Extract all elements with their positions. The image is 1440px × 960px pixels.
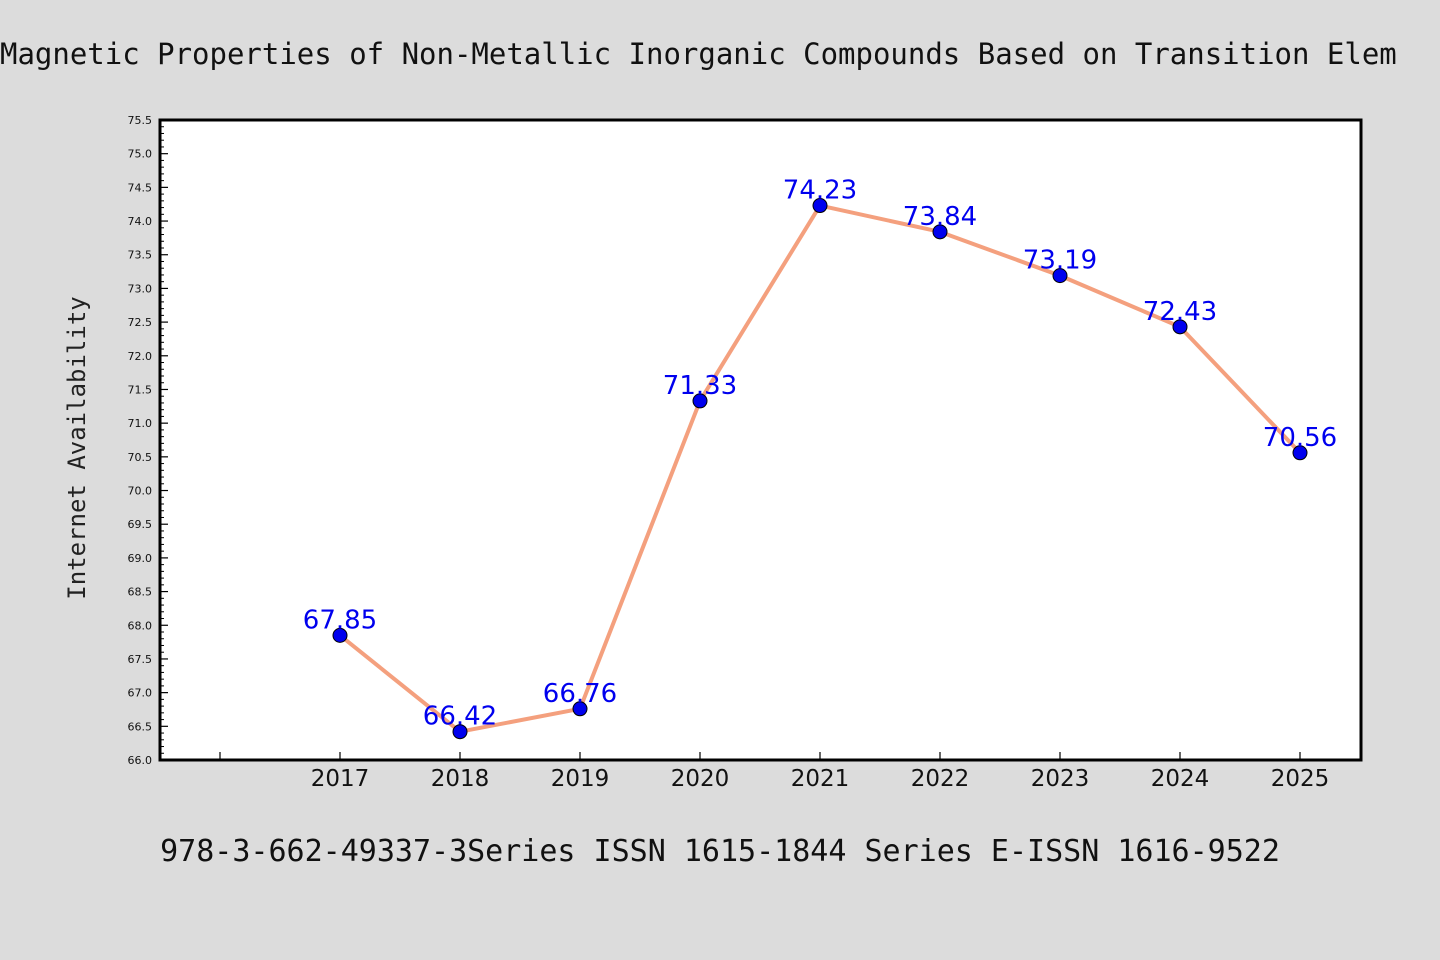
y-tick-label: 70.5 bbox=[128, 451, 153, 464]
y-tick-label: 67.5 bbox=[128, 653, 153, 666]
x-tick-label: 2025 bbox=[1271, 766, 1330, 792]
data-point bbox=[1052, 268, 1068, 284]
x-tick-label: 2023 bbox=[1031, 766, 1090, 792]
y-tick-label: 74.0 bbox=[128, 215, 153, 228]
y-tick-label: 74.5 bbox=[128, 181, 153, 194]
x-tick-label: 2022 bbox=[911, 766, 970, 792]
data-point bbox=[692, 393, 708, 409]
x-tick-label: 2017 bbox=[311, 766, 370, 792]
y-tick-label: 68.0 bbox=[128, 619, 153, 632]
data-label: 72.43 bbox=[1143, 297, 1217, 327]
y-tick-label: 68.5 bbox=[128, 586, 153, 599]
y-axis: 66.0 66.5 67.0 67.5 68.0 68.5 69.0 69.5 70.0 70.5… bbox=[128, 114, 168, 767]
y-tick-label: 69.5 bbox=[128, 518, 153, 531]
data-label: 73.84 bbox=[903, 202, 977, 232]
y-tick-label: 73.5 bbox=[128, 249, 153, 262]
data-label: 74.23 bbox=[783, 176, 857, 206]
y-tick-label: 66.5 bbox=[128, 720, 153, 733]
data-labels: 67.85 66.42 66.76 71.33 74.23 73.84 73.19 72.43… bbox=[303, 176, 1337, 732]
x-axis: 2017 2018 2019 2020 2021 2022 2023 2024 2025 bbox=[219, 752, 1330, 792]
data-point bbox=[332, 627, 348, 643]
y-tick-label: 66.0 bbox=[128, 754, 153, 767]
data-label: 66.42 bbox=[423, 702, 497, 732]
data-point bbox=[932, 224, 948, 240]
y-tick-label: 72.0 bbox=[128, 350, 153, 363]
data-point bbox=[1172, 319, 1188, 335]
data-point bbox=[1292, 445, 1308, 461]
y-tick-label: 73.0 bbox=[128, 282, 153, 295]
data-label: 71.33 bbox=[663, 371, 737, 401]
data-label: 67.85 bbox=[303, 605, 377, 635]
y-tick-label: 69.0 bbox=[128, 552, 153, 565]
x-tick-label: 2021 bbox=[791, 766, 850, 792]
footer-isbn: 978-3-662-49337-3Series ISSN 1615-1844 S… bbox=[160, 834, 1280, 869]
y-tick-label: 71.5 bbox=[128, 383, 153, 396]
plot-area bbox=[158, 118, 1363, 762]
data-point bbox=[572, 701, 588, 717]
chart-title: Magnetic Properties of Non-Metallic Inor… bbox=[0, 37, 1397, 71]
x-tick-label: 2018 bbox=[431, 766, 490, 792]
y-tick-label: 75.5 bbox=[128, 114, 153, 127]
y-tick-label: 71.0 bbox=[128, 417, 153, 430]
data-label: 70.56 bbox=[1263, 423, 1337, 453]
data-label: 66.76 bbox=[543, 679, 617, 709]
y-tick-label: 75.0 bbox=[128, 148, 153, 161]
x-tick-label: 2019 bbox=[551, 766, 610, 792]
y-tick-label: 70.0 bbox=[128, 485, 153, 498]
data-point bbox=[812, 198, 828, 214]
y-axis-label: Internet Availability bbox=[63, 296, 91, 599]
data-label: 73.19 bbox=[1023, 246, 1097, 276]
y-tick-label: 72.5 bbox=[128, 316, 153, 329]
y-tick-label: 67.0 bbox=[128, 687, 153, 700]
x-tick-label: 2024 bbox=[1151, 766, 1210, 792]
data-points bbox=[332, 198, 1308, 740]
data-point bbox=[452, 724, 468, 740]
x-tick-label: 2020 bbox=[671, 766, 730, 792]
